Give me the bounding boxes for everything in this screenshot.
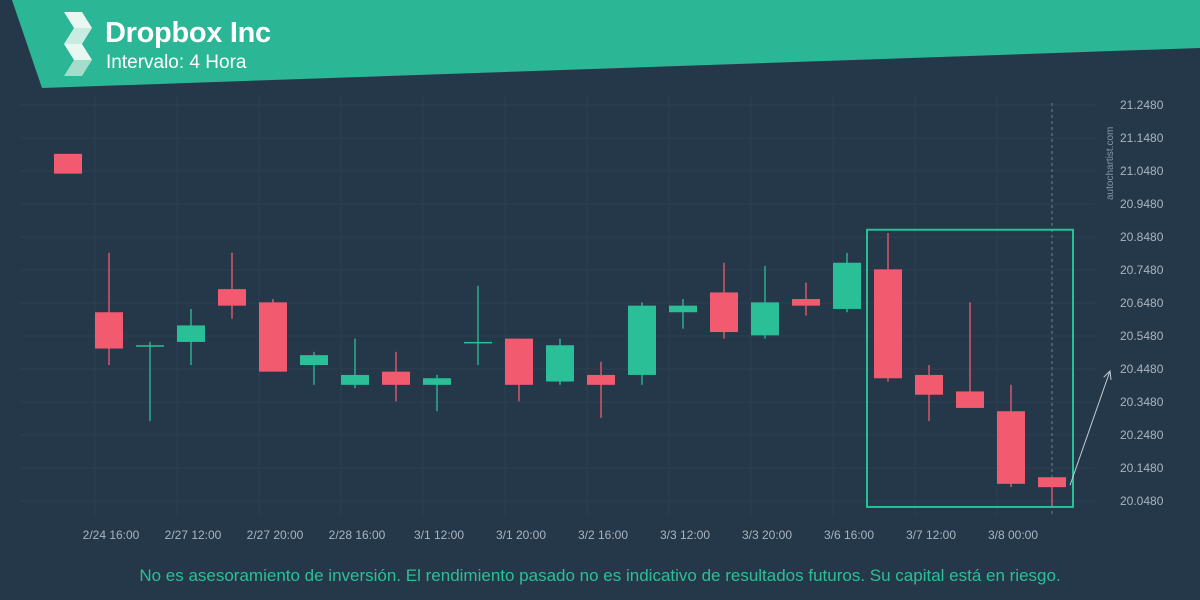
y-axis-ticks: 21.2480 21.1480 21.0480 20.9480 20.8480 20.74… bbox=[1120, 98, 1164, 508]
candle-bearish bbox=[710, 292, 738, 333]
x-tick-label: 3/6 16:00 bbox=[824, 528, 874, 542]
candle-bearish bbox=[218, 289, 246, 306]
x-tick-label: 2/28 16:00 bbox=[329, 528, 386, 542]
candle-bearish bbox=[54, 153, 82, 174]
candle-bullish bbox=[464, 341, 492, 344]
watermark: autochartist.com bbox=[1105, 127, 1116, 200]
y-tick-label: 20.0480 bbox=[1120, 494, 1164, 508]
candle-bullish bbox=[341, 374, 369, 385]
candle-bearish bbox=[95, 312, 123, 349]
candle-bullish bbox=[300, 355, 328, 366]
y-tick-label: 21.1480 bbox=[1120, 131, 1164, 145]
x-tick-label: 3/8 00:00 bbox=[988, 528, 1038, 542]
candle-bullish bbox=[628, 305, 656, 375]
candle-bearish bbox=[259, 302, 287, 372]
candle-bullish bbox=[136, 345, 164, 347]
y-tick-label: 20.3480 bbox=[1120, 395, 1164, 409]
candle-bearish bbox=[997, 411, 1025, 484]
candle-bullish bbox=[751, 302, 779, 336]
candle-bearish bbox=[956, 391, 984, 408]
grid-lines bbox=[20, 95, 1095, 515]
y-tick-label: 21.2480 bbox=[1120, 98, 1164, 112]
candle-bearish bbox=[587, 374, 615, 385]
x-axis-ticks: 2/24 16:00 2/27 12:00 2/27 20:00 2/28 16:00… bbox=[83, 528, 1039, 542]
interval-label: Intervalo: 4 Hora bbox=[106, 52, 247, 73]
projection-arrow bbox=[1069, 370, 1111, 486]
projection-arrowhead bbox=[1103, 369, 1112, 380]
y-tick-label: 20.6480 bbox=[1120, 296, 1164, 310]
y-tick-label: 20.1480 bbox=[1120, 461, 1164, 475]
candle-bearish bbox=[792, 299, 820, 306]
y-tick-label: 20.7480 bbox=[1120, 263, 1164, 277]
y-tick-label: 20.9480 bbox=[1120, 197, 1164, 211]
candle-bearish bbox=[874, 269, 902, 379]
autochartist-logo-icon bbox=[64, 12, 92, 76]
candle-bearish bbox=[505, 338, 533, 385]
candle-bearish bbox=[382, 371, 410, 385]
candle-bullish bbox=[546, 345, 574, 382]
y-tick-label: 20.5480 bbox=[1120, 329, 1164, 343]
candles bbox=[54, 153, 1066, 507]
disclaimer: No es asesoramiento de inversión. El ren… bbox=[139, 566, 1061, 585]
pattern-overlay bbox=[866, 228, 1112, 508]
y-tick-label: 21.0480 bbox=[1120, 164, 1164, 178]
x-tick-label: 3/3 12:00 bbox=[660, 528, 710, 542]
header-banner bbox=[0, 0, 1200, 88]
x-tick-label: 2/27 20:00 bbox=[247, 528, 304, 542]
x-tick-label: 3/1 12:00 bbox=[414, 528, 464, 542]
x-tick-label: 3/2 16:00 bbox=[578, 528, 628, 542]
x-tick-label: 3/3 20:00 bbox=[742, 528, 792, 542]
pattern-box bbox=[866, 228, 1074, 508]
y-tick-label: 20.4480 bbox=[1120, 362, 1164, 376]
y-tick-label: 20.2480 bbox=[1120, 428, 1164, 442]
candle-bearish bbox=[1038, 477, 1066, 488]
x-tick-label: 3/7 12:00 bbox=[906, 528, 956, 542]
candle-bullish bbox=[177, 325, 205, 342]
y-tick-label: 20.8480 bbox=[1120, 230, 1164, 244]
x-tick-label: 2/27 12:00 bbox=[165, 528, 222, 542]
candle-bullish bbox=[833, 262, 861, 309]
candle-bullish bbox=[423, 378, 451, 385]
candle-bearish bbox=[915, 374, 943, 395]
x-tick-label: 3/1 20:00 bbox=[496, 528, 546, 542]
candle-bullish bbox=[669, 305, 697, 313]
page-title: Dropbox Inc bbox=[105, 17, 271, 49]
x-tick-label: 2/24 16:00 bbox=[83, 528, 140, 542]
